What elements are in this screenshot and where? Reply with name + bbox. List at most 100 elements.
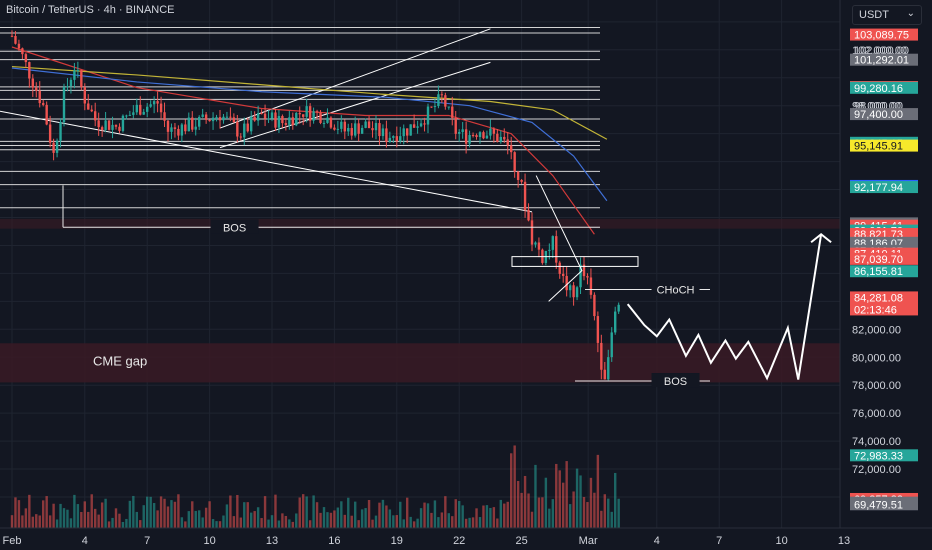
volume-bar xyxy=(305,496,308,528)
candle-body xyxy=(45,104,48,125)
candle-body xyxy=(354,123,357,136)
volume-bar xyxy=(444,496,447,528)
candle-body xyxy=(388,137,392,142)
candle-body xyxy=(229,116,232,118)
volume-bar xyxy=(537,497,541,528)
volume-bar xyxy=(499,499,502,528)
volume-bar xyxy=(575,468,579,528)
volume-bar xyxy=(94,508,97,528)
volume-bar xyxy=(24,508,28,528)
candle-body xyxy=(575,287,579,298)
volume-bar xyxy=(177,494,180,528)
volume-bar xyxy=(548,508,551,528)
volume-bar xyxy=(62,508,66,528)
candle-body xyxy=(263,113,267,119)
candle-body xyxy=(360,127,364,134)
volume-bar xyxy=(118,513,121,528)
countdown-label: 02:13:46 xyxy=(854,304,897,316)
currency-label: USDT xyxy=(859,9,889,21)
candle-body xyxy=(163,112,166,121)
volume-bar xyxy=(55,519,59,528)
volume-bar xyxy=(510,453,513,528)
candle-body xyxy=(347,127,350,132)
x-tick-label: 13 xyxy=(838,535,850,547)
candle-body xyxy=(152,101,156,105)
annotation-2: CHoCH xyxy=(657,284,695,296)
volume-bar xyxy=(263,496,267,528)
volume-bar xyxy=(544,477,548,528)
candle-body xyxy=(499,136,502,142)
candle-body xyxy=(243,123,246,138)
candle-body xyxy=(90,109,93,112)
candle-body xyxy=(100,127,104,130)
volume-bar xyxy=(187,511,190,528)
volume-bar xyxy=(208,501,211,528)
candle-body xyxy=(139,104,142,115)
candle-body xyxy=(471,134,475,136)
x-tick-label: 10 xyxy=(203,535,215,547)
volume-bar xyxy=(218,521,222,528)
volume-bar xyxy=(322,507,326,528)
volume-bar xyxy=(426,503,430,528)
candle-body xyxy=(232,117,236,123)
candle-body xyxy=(308,106,312,121)
volume-bar xyxy=(582,496,586,528)
volume-bar xyxy=(551,499,554,528)
candle-body xyxy=(52,142,55,153)
volume-bar xyxy=(225,504,229,528)
candle-body xyxy=(603,369,606,380)
x-tick-label: 22 xyxy=(453,535,465,547)
candle-body xyxy=(419,123,423,127)
volume-bar xyxy=(614,472,617,528)
candle-body xyxy=(329,117,333,128)
volume-bar xyxy=(149,496,152,528)
volume-bar xyxy=(243,502,246,528)
volume-bar xyxy=(142,505,145,528)
annotation-bg xyxy=(651,281,700,296)
volume-bar xyxy=(48,515,52,528)
volume-bar xyxy=(416,518,419,528)
volume-bar xyxy=(579,475,582,528)
candle-body xyxy=(343,121,346,132)
volume-bar xyxy=(291,521,294,528)
volume-bar xyxy=(489,507,492,528)
candle-body xyxy=(568,285,572,291)
volume-bar xyxy=(402,519,405,528)
volume-bar xyxy=(104,498,107,528)
candle-body xyxy=(274,112,277,128)
volume-bar xyxy=(333,510,336,528)
volume-bar xyxy=(593,492,596,528)
price-tag xyxy=(850,449,918,462)
candle-body xyxy=(565,275,568,291)
candle-body xyxy=(558,262,561,274)
volume-bar xyxy=(530,511,534,528)
price-tag-label: 103,089.75 xyxy=(854,30,909,42)
volume-bar xyxy=(184,521,187,528)
candle-body xyxy=(395,136,398,142)
channel-line-lower xyxy=(219,61,491,149)
candle-body xyxy=(253,116,256,121)
volume-bar xyxy=(496,518,499,528)
x-tick-label: 16 xyxy=(328,535,340,547)
annotation-1: BOS xyxy=(223,222,246,234)
price-tag xyxy=(850,265,918,278)
candle-body xyxy=(201,114,204,117)
candle-body xyxy=(59,122,62,141)
candle-body xyxy=(87,103,90,110)
volume-bar xyxy=(503,503,506,528)
currency-selector[interactable]: USDT ⌄ xyxy=(852,5,922,25)
volume-bar xyxy=(340,501,343,528)
candle-body xyxy=(367,121,371,129)
price-tag-label: 92,177.94 xyxy=(854,182,903,194)
candle-body xyxy=(381,128,385,137)
volume-bar xyxy=(471,517,475,528)
y-tick-label: 72,000.00 xyxy=(852,464,901,476)
volume-bar xyxy=(315,502,319,528)
candle-body xyxy=(48,124,52,143)
volume-bar xyxy=(603,494,606,528)
candle-body xyxy=(520,179,523,182)
y-tick-label: 74,000.00 xyxy=(852,436,901,448)
candle-body xyxy=(166,120,170,132)
price-tag-label: 69,479.51 xyxy=(854,499,903,511)
